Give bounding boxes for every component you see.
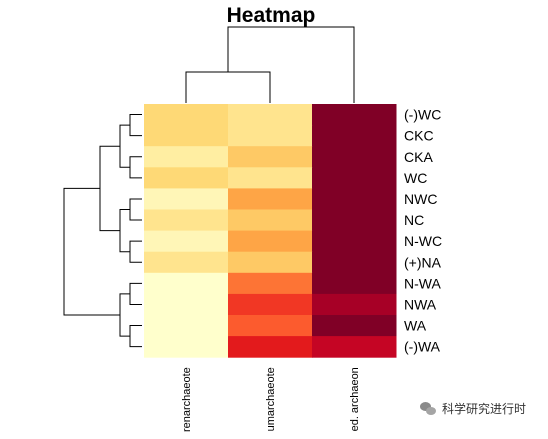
heatmap-cell-1-1 [228, 125, 313, 147]
heatmap-cells [144, 104, 397, 358]
row-label: CKA [404, 149, 433, 165]
heatmap-cell-0-1 [228, 104, 313, 126]
heatmap-cell-3-0 [144, 167, 229, 189]
row-label: NWC [404, 191, 437, 207]
column-dendrogram-branch [185, 71, 271, 103]
row-label: WC [404, 170, 427, 186]
row-label: (-)WA [404, 339, 441, 355]
row-dendrogram-branch [129, 114, 142, 137]
row-dendrogram-branch [63, 187, 120, 316]
heatmap-cell-11-1 [228, 336, 313, 358]
column-dendrogram [185, 26, 355, 103]
heatmap-cell-11-0 [144, 336, 229, 358]
heatmap-cell-10-0 [144, 315, 229, 337]
column-label: ed. archaeon [349, 367, 361, 431]
heatmap-cell-3-1 [228, 167, 313, 189]
row-dendrogram-branch [99, 145, 120, 232]
heatmap-cell-7-1 [228, 251, 313, 274]
heatmap-cell-4-0 [144, 188, 229, 210]
row-dendrogram-branch [129, 156, 142, 179]
heatmap-cell-6-1 [228, 230, 313, 253]
heatmap-cell-2-2 [312, 146, 397, 168]
heatmap-cell-4-1 [228, 188, 313, 210]
column-label: umarchaeote [265, 367, 277, 431]
heatmap-cell-8-2 [312, 272, 397, 295]
heatmap-cell-9-1 [228, 293, 313, 316]
row-label: (+)NA [404, 254, 442, 270]
heatmap-cell-7-0 [144, 251, 229, 274]
heatmap-cell-1-2 [312, 125, 397, 147]
row-labels: (-)WC CKC CKA WC NWC NC N-WC (+)NA N-WA NWA WA (-)W… [404, 107, 442, 355]
heatmap-cell-1-0 [144, 125, 229, 147]
heatmap-cell-6-2 [312, 230, 397, 253]
heatmap-cell-6-0 [144, 230, 229, 253]
row-dendrogram-branch [119, 209, 130, 253]
column-labels: renarchaeote umarchaeote ed. archaeon [181, 367, 361, 432]
watermark: 科学研究进行时 [420, 400, 526, 417]
row-label: N-WC [404, 233, 442, 249]
heatmap-cell-5-2 [312, 209, 397, 232]
row-label: WA [404, 318, 427, 334]
heatmap-cell-5-1 [228, 209, 313, 232]
wechat-icon [420, 401, 436, 416]
row-dendrogram [63, 114, 142, 348]
heatmap-cell-9-2 [312, 293, 397, 316]
heatmap-cell-9-0 [144, 293, 229, 316]
heatmap-cell-2-1 [228, 146, 313, 168]
row-label: (-)WC [404, 107, 441, 123]
watermark-text: 科学研究进行时 [442, 402, 527, 416]
heatmap-cell-11-2 [312, 336, 397, 358]
heatmap-cell-8-0 [144, 272, 229, 295]
row-label: NWA [404, 296, 437, 312]
heatmap-cell-10-2 [312, 315, 397, 337]
heatmap-cell-5-0 [144, 209, 229, 232]
heatmap-cell-4-2 [312, 188, 397, 210]
row-label: CKC [404, 128, 434, 144]
heatmap-cell-2-0 [144, 146, 229, 168]
heatmap-cell-0-0 [144, 104, 229, 126]
row-dendrogram-branch [129, 240, 142, 263]
row-dendrogram-branch [119, 124, 130, 168]
row-label: NC [404, 212, 424, 228]
column-dendrogram-branch [227, 26, 355, 103]
row-dendrogram-branch [119, 293, 130, 337]
chart-title: Heatmap [227, 4, 316, 27]
row-label: N-WA [404, 275, 441, 291]
heatmap-cell-3-2 [312, 167, 397, 189]
heatmap-cell-0-2 [312, 104, 397, 126]
heatmap-cell-8-1 [228, 272, 313, 295]
heatmap-cell-10-1 [228, 315, 313, 337]
row-dendrogram-branch [129, 198, 142, 221]
column-label: renarchaeote [181, 367, 193, 432]
heatmap-cell-7-2 [312, 251, 397, 274]
row-dendrogram-branch [129, 282, 142, 305]
row-dendrogram-branch [129, 325, 142, 348]
